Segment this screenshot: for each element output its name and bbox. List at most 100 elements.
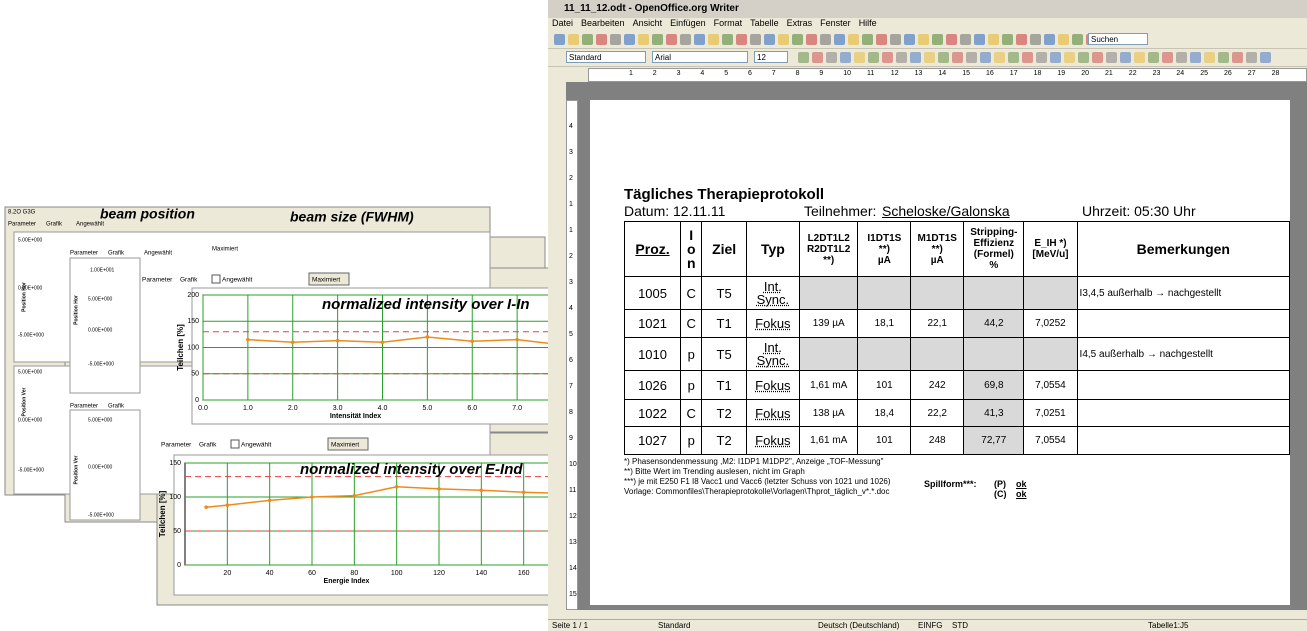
toolbar-button[interactable] (722, 34, 733, 45)
toolbar-button[interactable] (932, 34, 943, 45)
toolbar-button[interactable] (638, 34, 649, 45)
ruler-number: 14 (938, 70, 947, 77)
toolbar-button[interactable] (966, 52, 977, 63)
ruler-number: 3 (569, 149, 573, 156)
toolbar-button[interactable] (1008, 52, 1019, 63)
toolbar-button[interactable] (1190, 52, 1201, 63)
toolbar-button[interactable] (708, 34, 719, 45)
toolbar-button[interactable] (680, 34, 691, 45)
toolbar-button[interactable] (624, 34, 635, 45)
menu-item[interactable]: Datei (552, 18, 574, 28)
toolbar-button[interactable] (974, 34, 985, 45)
toolbar-button[interactable] (988, 34, 999, 45)
data-line (206, 486, 548, 508)
font-box[interactable]: Arial (652, 51, 748, 63)
toolbar-button[interactable] (820, 34, 831, 45)
menu-item[interactable]: Extras (786, 18, 813, 28)
panel-label: 0.00E+000 (18, 285, 43, 291)
toolbar-button[interactable] (666, 34, 677, 45)
toolbar-button[interactable] (1044, 34, 1055, 45)
panel-label: Grafik (108, 404, 125, 410)
toolbar-button[interactable] (1204, 52, 1215, 63)
toolbar-button[interactable] (904, 34, 915, 45)
menu-item[interactable]: Bearbeiten (581, 18, 625, 28)
toolbar-button[interactable] (596, 34, 607, 45)
toolbar-button[interactable] (1176, 52, 1187, 63)
toolbar-button[interactable] (1016, 34, 1027, 45)
style-box[interactable]: Standard (566, 51, 646, 63)
toolbar-button[interactable] (1072, 34, 1083, 45)
toolbar-button[interactable] (750, 34, 761, 45)
toolbar-button[interactable] (1030, 34, 1041, 45)
toolbar-button[interactable] (848, 34, 859, 45)
empty-cell (963, 276, 1025, 310)
toolbar-button[interactable] (826, 52, 837, 63)
toolbar-button[interactable] (862, 34, 873, 45)
toolbar-button[interactable] (840, 52, 851, 63)
toolbar-button[interactable] (924, 52, 935, 63)
toolbar-button[interactable] (918, 34, 929, 45)
toolbar-button[interactable] (1148, 52, 1159, 63)
ruler-number: 27 (1247, 70, 1256, 77)
toolbar-button[interactable] (554, 34, 565, 45)
toolbar-button[interactable] (792, 34, 803, 45)
menu-item[interactable]: Ansicht (632, 18, 663, 28)
menu-item[interactable]: Format (713, 18, 743, 28)
size-box[interactable]: 12 (754, 51, 788, 63)
toolbar-button[interactable] (876, 34, 887, 45)
ruler-number: 3 (676, 70, 681, 77)
toolbar-button[interactable] (806, 34, 817, 45)
toolbar-button[interactable] (694, 34, 705, 45)
toolbar-button[interactable] (994, 52, 1005, 63)
toolbar-button[interactable] (582, 34, 593, 45)
toolbar-button[interactable] (896, 52, 907, 63)
toolbar-button[interactable] (1162, 52, 1173, 63)
search-box[interactable]: Suchen (1088, 33, 1148, 45)
toolbar-button[interactable] (1064, 52, 1075, 63)
toolbar-button[interactable] (1022, 52, 1033, 63)
panel-label: -5.00E+000 (18, 332, 44, 338)
toolbar-button[interactable] (952, 52, 963, 63)
toolbar-button[interactable] (1092, 52, 1103, 63)
toolbar-button[interactable] (882, 52, 893, 63)
toolbar-button[interactable] (1246, 52, 1257, 63)
spillform-c: (C) (994, 489, 1007, 499)
toolbar-button[interactable] (868, 52, 879, 63)
toolbar-button[interactable] (980, 52, 991, 63)
toolbar-button[interactable] (568, 34, 579, 45)
toolbar-button[interactable] (890, 34, 901, 45)
toolbar-button[interactable] (938, 52, 949, 63)
toolbar-button[interactable] (1078, 52, 1089, 63)
toolbar-button[interactable] (1002, 34, 1013, 45)
toolbar-button[interactable] (1036, 52, 1047, 63)
toolbar-button[interactable] (764, 34, 775, 45)
toolbar-button[interactable] (798, 52, 809, 63)
menu-item[interactable]: Hilfe (858, 18, 877, 28)
toolbar-button[interactable] (1134, 52, 1145, 63)
toolbar-button[interactable] (1058, 34, 1069, 45)
menu-item[interactable]: Tabelle (750, 18, 779, 28)
tab-label: Grafik (180, 277, 198, 284)
toolbar-button[interactable] (778, 34, 789, 45)
toolbar-button[interactable] (812, 52, 823, 63)
toolbar-button[interactable] (1120, 52, 1131, 63)
menu-item[interactable]: Fenster (820, 18, 851, 28)
x-tick-label: 40 (266, 570, 274, 577)
toolbar-button[interactable] (960, 34, 971, 45)
toolbar-button[interactable] (946, 34, 957, 45)
toolbar-button[interactable] (834, 34, 845, 45)
toolbar-button[interactable] (1232, 52, 1243, 63)
toolbar-button[interactable] (854, 52, 865, 63)
data-point (204, 505, 208, 510)
toolbar-button[interactable] (736, 34, 747, 45)
menu-item[interactable]: Einfügen (670, 18, 706, 28)
toolbar-button[interactable] (1260, 52, 1271, 63)
data-line (247, 336, 548, 344)
toolbar-button[interactable] (610, 34, 621, 45)
toolbar-button[interactable] (1050, 52, 1061, 63)
toolbar-button[interactable] (1106, 52, 1117, 63)
toolbar-button[interactable] (1218, 52, 1229, 63)
toolbar-button[interactable] (652, 34, 663, 45)
toolbar-button[interactable] (910, 52, 921, 63)
